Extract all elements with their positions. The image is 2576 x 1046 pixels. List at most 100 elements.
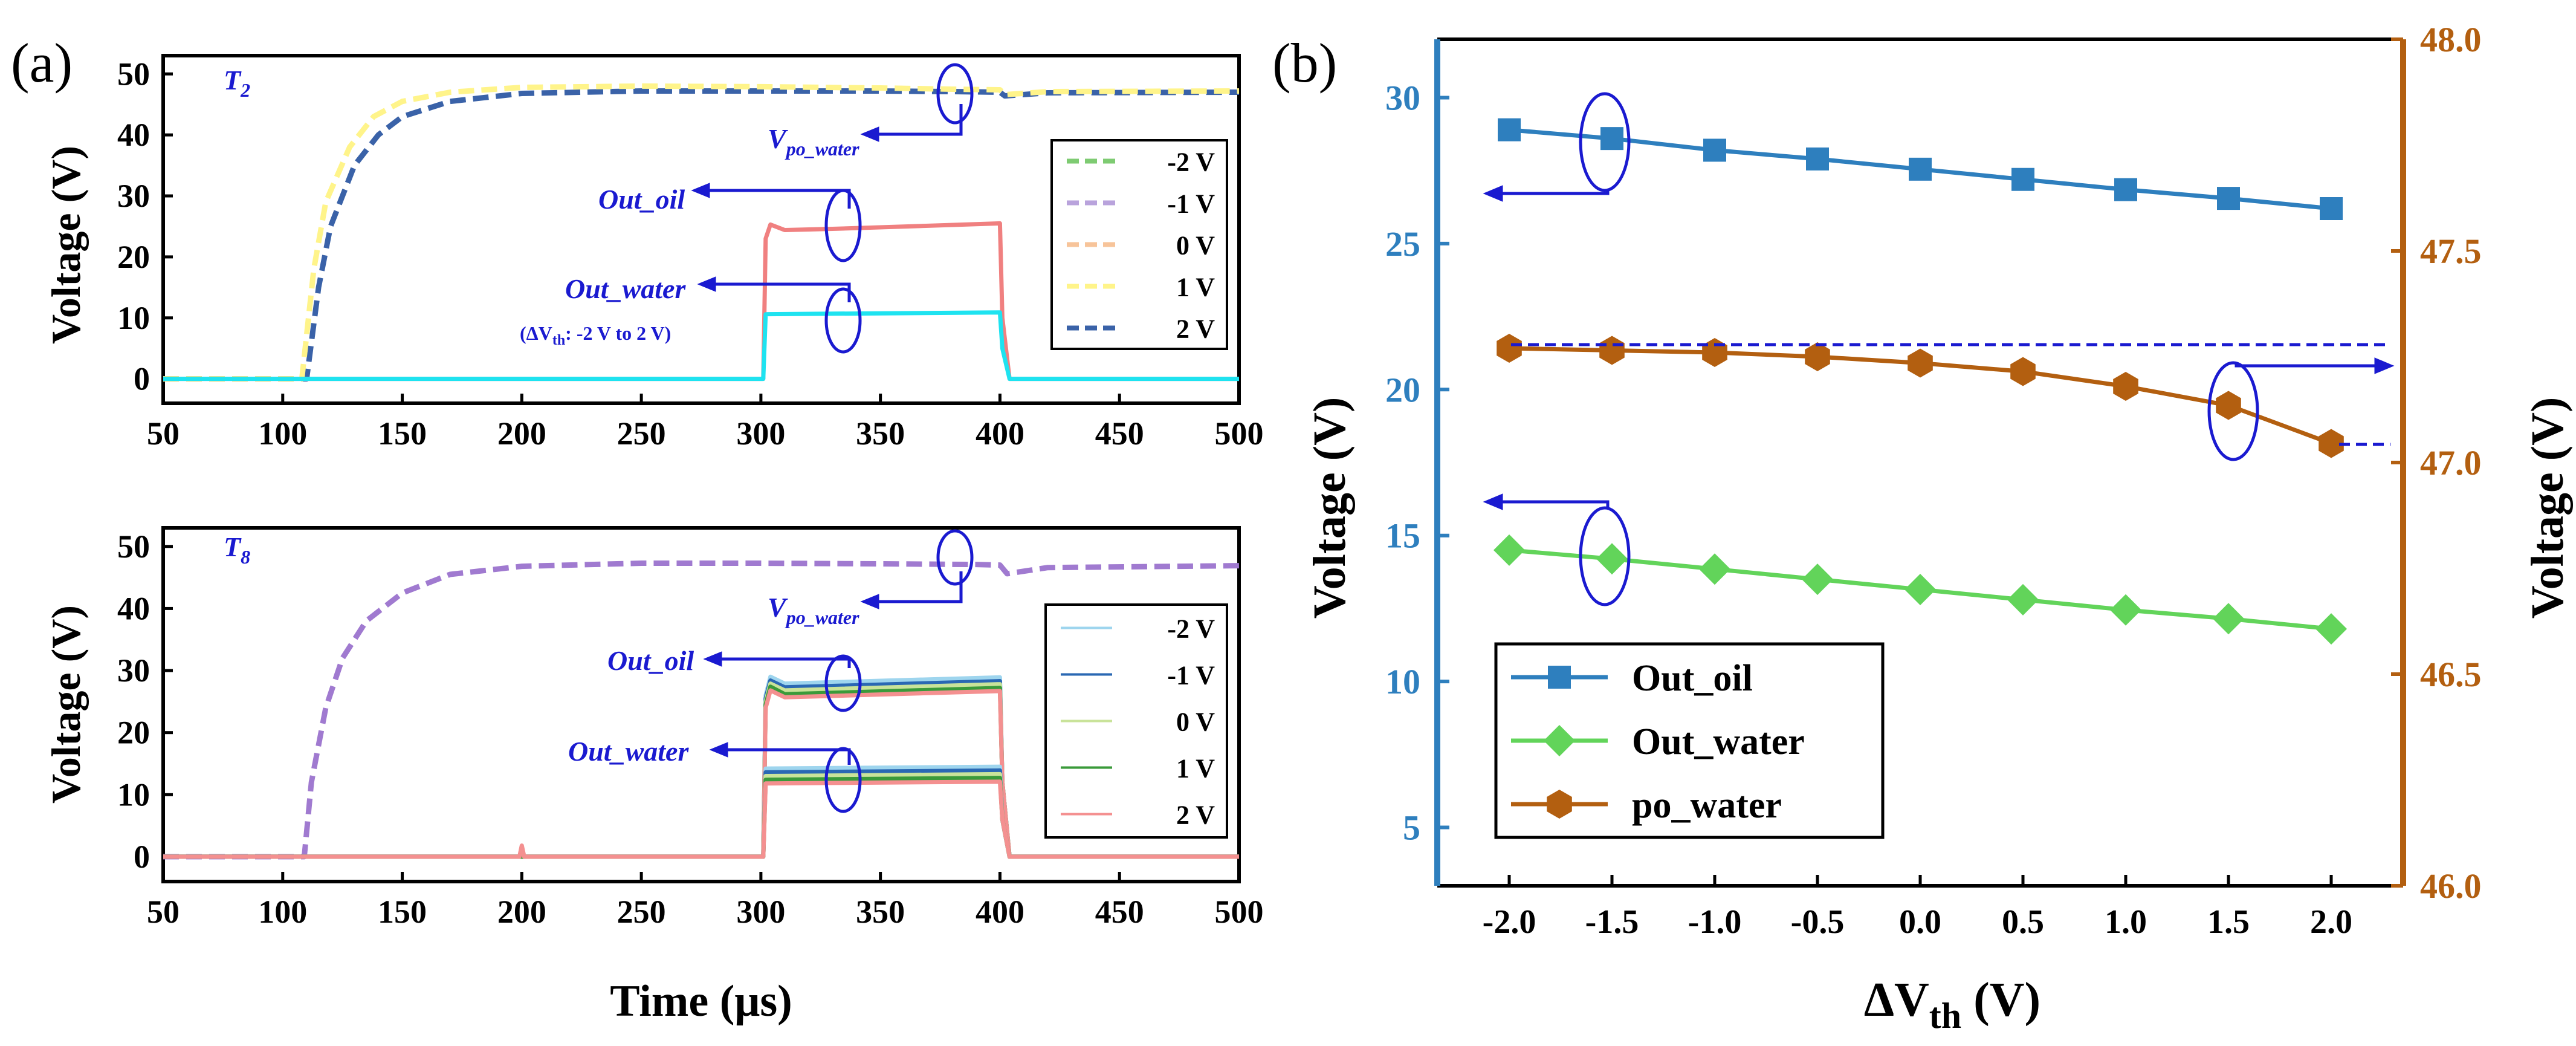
b-oil-arrowhead xyxy=(1483,185,1503,202)
t2-dvth-label: (ΔVth: -2 V to 2 V) xyxy=(520,322,671,348)
b-point-po_water xyxy=(2216,391,2241,420)
t2-x-tick-label: 50 xyxy=(147,415,180,452)
t2-label: T2 xyxy=(224,65,250,101)
chart-t2: 50 100 150 200 250 300 350 400 450 500 0 10 20 30 40 50… xyxy=(117,54,1264,452)
t8-legend-label: 2 V xyxy=(1176,801,1215,830)
t8-label: T8 xyxy=(224,531,250,568)
t8-y-tick-label: 40 xyxy=(117,590,150,626)
b-annotation-marks xyxy=(1483,92,2395,606)
t2-legend-label: -2 V xyxy=(1167,148,1215,177)
b-point-out_water xyxy=(2007,583,2039,616)
b-point-out_water xyxy=(2110,594,2141,626)
b-x-tick-label: 0.5 xyxy=(2002,903,2044,941)
b-po-arrowhead xyxy=(2374,357,2395,374)
b-legend-swatch-marker xyxy=(1544,725,1575,756)
t2-oil-arrow xyxy=(695,189,851,209)
b-point-po_water xyxy=(1908,348,1933,378)
t2-water-arrowhead xyxy=(697,276,716,292)
b-legend-label: Out_water xyxy=(1632,721,1805,762)
t8-oil-arrowhead xyxy=(703,651,722,667)
panel-label-a: (a) xyxy=(11,32,73,94)
b-po-ellipse xyxy=(2207,361,2259,461)
t2-out-water-label: Out_water xyxy=(565,273,686,304)
t2-x-tick-label: 500 xyxy=(1215,415,1264,452)
t2-legend-label: 2 V xyxy=(1176,314,1215,344)
b-point-out_oil xyxy=(1498,118,1521,141)
b-legend-label: po_water xyxy=(1632,785,1782,826)
b-po-arrow xyxy=(2235,363,2390,368)
t2-x-tick-label: 150 xyxy=(378,415,427,452)
b-point-out_water xyxy=(1596,543,1628,575)
t2-x-tick-label: 350 xyxy=(856,415,905,452)
t8-vpo-ellipse xyxy=(936,529,974,586)
t2-water-ellipse xyxy=(824,287,862,354)
b-point-out_oil xyxy=(2320,197,2343,220)
b-point-out_water xyxy=(1802,564,1833,596)
b-point-po_water xyxy=(2010,357,2036,386)
b-point-out_oil xyxy=(1600,127,1623,151)
chart-t8: 50 100 150 200 250 300 350 400 450 500 0 10 20 30 40 50… xyxy=(117,526,1264,930)
b-point-po_water xyxy=(2113,372,2138,401)
t8-y-tick-label: 20 xyxy=(117,715,150,751)
t2-x-tick-label: 250 xyxy=(617,415,666,452)
b-point-out_water xyxy=(1904,574,1936,605)
t8-x-tick-label: 400 xyxy=(976,894,1024,930)
b-left-y-tick-label: 10 xyxy=(1385,662,1420,701)
b-right-y-tick-label: 46.0 xyxy=(2420,866,2482,906)
t2-y-tick-label: 10 xyxy=(117,300,150,336)
t8-x-tick-label: 500 xyxy=(1215,894,1264,930)
t8-water-arrow xyxy=(713,748,851,765)
b-left-y-tick-label: 30 xyxy=(1385,79,1420,118)
b-point-po_water xyxy=(1497,334,1522,363)
t8-vpo-arrow xyxy=(864,571,963,603)
t2-annotation-marks xyxy=(691,63,974,354)
b-point-out_water xyxy=(2213,603,2244,635)
b-right-y-tick-label: 48.0 xyxy=(2420,20,2482,59)
t8-water-arrowhead xyxy=(709,742,728,758)
t8-series-line xyxy=(163,560,1240,860)
b-x-tick-label: 1.0 xyxy=(2105,903,2147,941)
t8-legend-label: 0 V xyxy=(1176,707,1215,737)
t8-x-tick-label: 50 xyxy=(147,894,180,930)
b-oil-ellipse xyxy=(1579,92,1631,192)
time-axis-title: Time (μs) xyxy=(610,976,792,1026)
b-water-arrowhead xyxy=(1483,493,1503,510)
t8-oil-arrow xyxy=(707,657,851,668)
t8-annotation-marks xyxy=(703,529,974,813)
t8-plot-frame xyxy=(161,526,1241,883)
b-water-arrow xyxy=(1487,500,1610,508)
b-legend-swatch-marker xyxy=(1548,666,1571,689)
t8-legend-label: -2 V xyxy=(1167,614,1215,644)
t2-oil-arrowhead xyxy=(691,183,710,198)
t2-annotations: Vpo_water Out_oil Out_water (ΔVth: -2 V … xyxy=(520,123,859,348)
panel-label-b: (b) xyxy=(1272,32,1337,94)
t8-y-tick-label: 10 xyxy=(117,776,150,813)
t2-x-tick-label: 400 xyxy=(976,415,1024,452)
b-x-tick-label: -2.0 xyxy=(1483,903,1536,941)
t2-x-tick-label: 100 xyxy=(258,415,307,452)
t2-y-tick-label: 50 xyxy=(117,56,150,92)
t2-y-tick-label: 0 xyxy=(134,361,150,397)
t2-y-tick-label: 20 xyxy=(117,239,150,275)
t2-water-arrow xyxy=(701,282,851,302)
t8-x-tick-label: 350 xyxy=(856,894,905,930)
t8-y-tick-label: 0 xyxy=(134,839,150,875)
b-left-y-axis-title: Voltage (V) xyxy=(1304,397,1355,619)
b-right-y-tick-label: 47.0 xyxy=(2420,443,2482,482)
t2-x-tick-label: 300 xyxy=(736,415,785,452)
b-x-tick-label: -1.5 xyxy=(1585,903,1639,941)
b-point-out_oil xyxy=(1703,138,1726,162)
b-x-tick-label: -0.5 xyxy=(1791,903,1845,941)
b-x-tick-label: -1.0 xyxy=(1688,903,1742,941)
t2-legend-label: 1 V xyxy=(1176,273,1215,302)
b-point-out_water xyxy=(2315,613,2347,645)
b-legend-swatch-marker xyxy=(1547,790,1572,819)
t8-oil-ellipse xyxy=(824,654,862,712)
b-x-tick-label: 2.0 xyxy=(2310,903,2352,941)
t8-y-axis-title: Voltage (V) xyxy=(43,605,89,804)
b-oil-arrow xyxy=(1487,190,1610,195)
t2-oil-ellipse xyxy=(824,189,862,262)
b-point-out_oil xyxy=(2114,178,2137,201)
t2-vpo-arrowhead xyxy=(860,126,879,142)
t2-vpo-arrow xyxy=(864,104,963,136)
